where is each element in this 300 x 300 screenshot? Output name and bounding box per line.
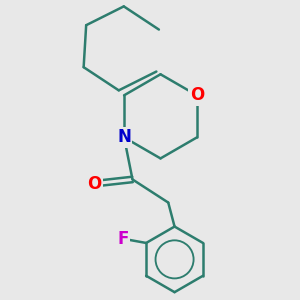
- Text: O: O: [190, 86, 204, 104]
- Text: F: F: [117, 230, 129, 248]
- Text: N: N: [117, 128, 131, 146]
- Text: O: O: [88, 175, 102, 193]
